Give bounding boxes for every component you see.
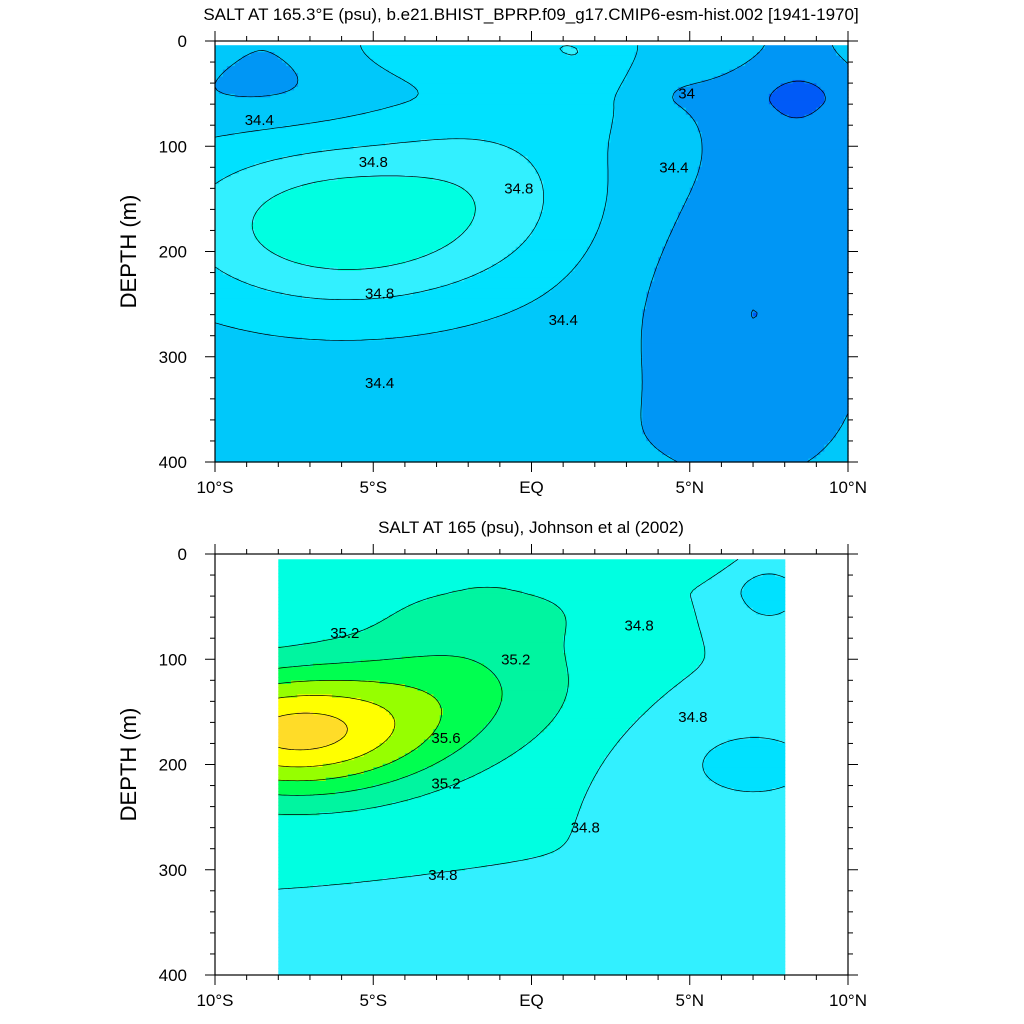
panel-title: SALT AT 165.3°E (psu), b.e21.BHIST_BPRP.… (203, 5, 858, 24)
y-tick-label: 0 (178, 545, 187, 564)
contour-label: 34.8 (428, 867, 457, 884)
contour-lines (278, 558, 785, 890)
y-tick-label: 100 (159, 650, 187, 669)
contour-label: 34.4 (659, 159, 688, 176)
contour-label: 34.8 (571, 820, 600, 837)
axes: 10°S 5°S EQ 5°N 10°N 0 100 200 300 400 (159, 31, 867, 497)
contour-label: 34.4 (245, 112, 274, 129)
x-tick-label: 10°S (196, 478, 233, 497)
contour-label: 34.4 (549, 312, 578, 329)
y-tick-label: 300 (159, 861, 187, 880)
contour-fill (215, 45, 849, 463)
y-axis-label: DEPTH (m) (116, 708, 141, 822)
x-tick-label: 5°N (675, 478, 704, 497)
x-tick-label: 10°N (829, 478, 867, 497)
panel-title: SALT AT 165 (psu), Johnson et al (2002) (378, 518, 684, 537)
x-tick-label: 5°S (359, 991, 387, 1010)
contour-label: 34.8 (678, 709, 707, 726)
y-tick-label: 300 (159, 348, 187, 367)
contour-label: 34.8 (359, 154, 388, 171)
contour-fill (278, 559, 786, 976)
y-tick-label: 200 (159, 756, 187, 775)
x-tick-label: EQ (519, 991, 544, 1010)
x-tick-label: 5°S (359, 478, 387, 497)
contour-label: 35.2 (330, 625, 359, 642)
contour-label: 34.4 (365, 375, 394, 392)
axes: 10°S 5°S EQ 5°N 10°N 0 100 200 300 400 (159, 544, 867, 1010)
x-tick-label: 10°N (829, 991, 867, 1010)
x-tick-label: 10°S (196, 991, 233, 1010)
contour-label: 34.8 (624, 618, 653, 635)
x-tick-label: 5°N (675, 991, 704, 1010)
y-tick-label: 0 (178, 32, 187, 51)
contour-label: 34.8 (504, 180, 533, 197)
panel-1: 34.4 34.8 34.8 34.8 34.4 34.4 34.4 34 10°S 5°S EQ 5… (116, 5, 867, 497)
contour-label: 35.2 (501, 651, 530, 668)
x-tick-label: EQ (519, 478, 544, 497)
y-tick-label: 400 (159, 966, 187, 985)
contour-label: 35.2 (431, 775, 460, 792)
contour-label: 35.6 (431, 730, 460, 747)
contour-label: 34 (678, 86, 695, 103)
contour-label: 34.8 (365, 286, 394, 303)
panel-2: 35.2 35.2 34.8 35.6 35.2 34.8 34.8 34.8 10°S 5°S E… (116, 518, 867, 1010)
y-tick-label: 100 (159, 137, 187, 156)
y-tick-label: 400 (159, 453, 187, 472)
y-axis-label: DEPTH (m) (116, 195, 141, 309)
contour-lines (214, 45, 849, 463)
y-tick-label: 200 (159, 243, 187, 262)
